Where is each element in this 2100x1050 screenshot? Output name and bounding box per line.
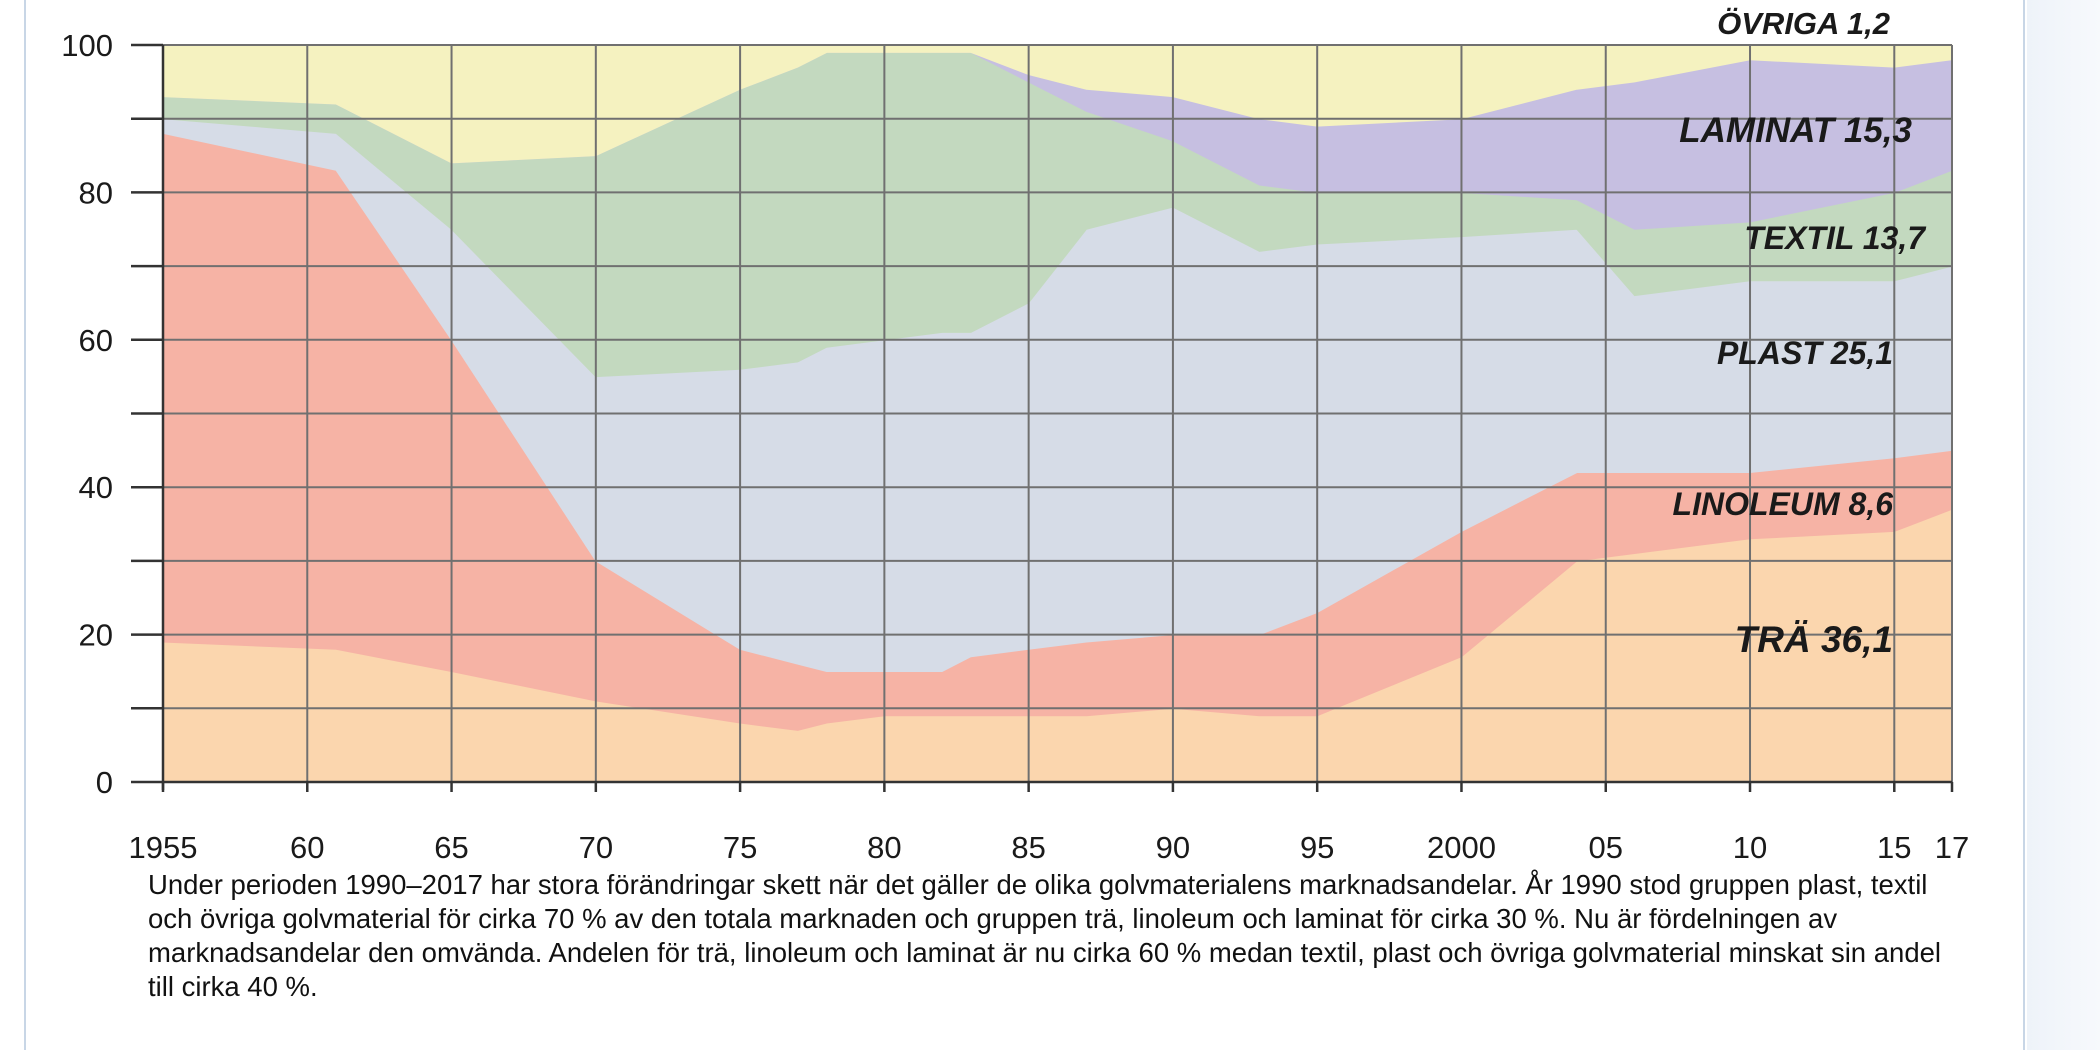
figure-caption: Under perioden 1990–2017 har stora förän… <box>148 869 1942 1002</box>
series-label-ovriga: ÖVRIGA 1,2 <box>1717 6 1890 41</box>
axes: 0 20 40 60 80 100 1955 60 65 70 75 80 85 90 95 2000 05 10… <box>61 28 1969 865</box>
x-tick-label: 85 <box>1011 830 1045 865</box>
x-tick-label: 90 <box>1156 830 1190 865</box>
page-gutter <box>2027 0 2100 1050</box>
series-label-plast: PLAST 25,1 <box>1717 335 1893 371</box>
series-label-linoleum: LINOLEUM 8,6 <box>1673 486 1894 522</box>
x-tick-label: 75 <box>723 830 757 865</box>
x-tick-label: 65 <box>434 830 468 865</box>
series-labels: TRÄ 36,1 LINOLEUM 8,6 PLAST 25,1 TEXTIL 13,… <box>1673 6 1928 660</box>
x-tick-label: 70 <box>579 830 613 865</box>
series-label-tra: TRÄ 36,1 <box>1735 619 1893 660</box>
y-tick-label: 60 <box>79 323 113 358</box>
y-tick-label: 0 <box>96 765 113 800</box>
x-tick-label: 17 <box>1935 830 1969 865</box>
x-tick-label: 1955 <box>129 830 198 865</box>
x-tick-label: 15 <box>1877 830 1911 865</box>
x-tick-label: 10 <box>1733 830 1767 865</box>
series-label-laminat: LAMINAT 15,3 <box>1679 111 1912 150</box>
y-tick-label: 100 <box>61 28 113 63</box>
x-tick-label: 80 <box>867 830 901 865</box>
stacked-area-chart: 0 20 40 60 80 100 1955 60 65 70 75 80 85 90 95 2000 05 10… <box>61 6 1969 865</box>
x-tick-label: 2000 <box>1427 830 1496 865</box>
x-tick-label: 95 <box>1300 830 1334 865</box>
series-label-textil: TEXTIL 13,7 <box>1744 220 1927 256</box>
y-tick-label: 40 <box>79 470 113 505</box>
x-tick-label: 60 <box>290 830 324 865</box>
y-tick-label: 80 <box>79 175 113 210</box>
series-areas <box>162 44 1953 783</box>
x-tick-label: 05 <box>1588 830 1622 865</box>
y-tick-label: 20 <box>79 618 113 653</box>
